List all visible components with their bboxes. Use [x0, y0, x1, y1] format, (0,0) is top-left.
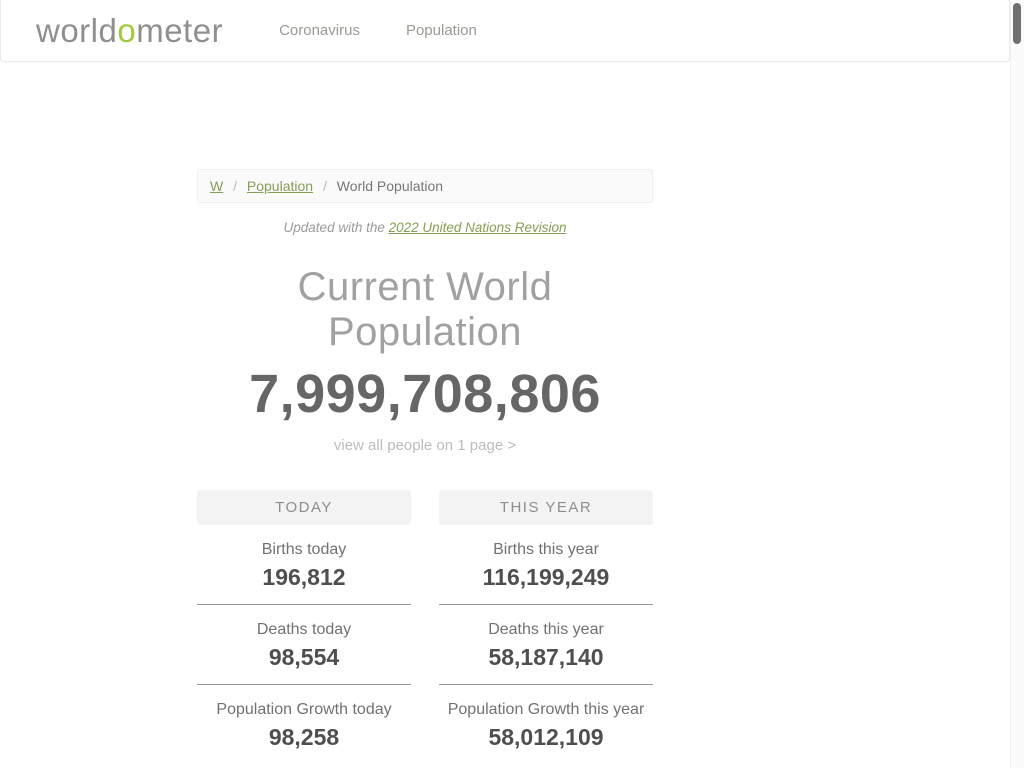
stat-label: Population Growth this year: [447, 701, 645, 718]
updated-note-text: Updated with the: [283, 220, 389, 235]
stat-label: Deaths today: [256, 621, 352, 638]
stat-label: Births this year: [493, 541, 599, 558]
stats-column-today: TODAY Births today 196,812 Deaths today …: [197, 490, 411, 764]
worldometer-logo[interactable]: worldometer: [36, 14, 223, 47]
nav-link-coronavirus[interactable]: Coronavirus: [279, 22, 360, 39]
un-revision-link[interactable]: 2022 United Nations Revision: [388, 220, 567, 235]
nav-link-population[interactable]: Population: [405, 22, 477, 39]
breadcrumb-separator: /: [233, 178, 237, 194]
stats-columns: TODAY Births today 196,812 Deaths today …: [197, 490, 653, 764]
site-header: worldometer Coronavirus Population: [0, 0, 1010, 62]
stat-deaths-this-year: Deaths this year 58,187,140: [439, 605, 653, 685]
logo-text-post: meter: [136, 12, 224, 49]
stat-growth-this-year: Population Growth this year 58,012,109: [439, 685, 653, 764]
stat-label: Deaths this year: [488, 621, 604, 638]
stat-value: 116,199,249: [482, 564, 610, 590]
updated-note: Updated with the 2022 United Nations Rev…: [197, 220, 653, 235]
stat-value: 58,012,109: [488, 724, 604, 750]
page-title: Current World Population: [297, 265, 553, 354]
column-header-this-year: THIS YEAR: [439, 490, 653, 525]
breadcrumb: W / Population / World Population: [197, 169, 653, 203]
stat-value: 98,258: [268, 724, 340, 750]
stat-births-this-year: Births this year 116,199,249: [439, 525, 653, 605]
stat-growth-today: Population Growth today 98,258: [197, 685, 411, 764]
world-population-counter: 7,999,708,806: [249, 364, 601, 424]
stat-value: 98,554: [268, 644, 340, 670]
stat-label: Population Growth today: [216, 701, 392, 718]
stat-value: 196,812: [262, 564, 346, 590]
stat-births-today: Births today 196,812: [197, 525, 411, 605]
column-header-today: TODAY: [197, 490, 411, 525]
stats-column-this-year: THIS YEAR Births this year 116,199,249 D…: [439, 490, 653, 764]
stat-label: Births today: [261, 541, 347, 558]
breadcrumb-link-home[interactable]: W: [210, 178, 224, 194]
logo-text-pre: world: [36, 12, 118, 49]
main-nav: Coronavirus Population: [279, 22, 477, 39]
page-scrollbar-thumb[interactable]: [1013, 3, 1021, 44]
page-scrollbar-track[interactable]: [1010, 0, 1024, 768]
stat-value: 58,187,140: [488, 644, 604, 670]
breadcrumb-separator: /: [322, 178, 327, 194]
breadcrumb-link-population[interactable]: Population: [246, 178, 314, 194]
main-content: W / Population / World Population Update…: [197, 169, 653, 768]
logo-accent-o: o: [117, 12, 137, 49]
breadcrumb-current-page: World Population: [336, 178, 444, 194]
view-all-people-link[interactable]: view all people on 1 page >: [333, 437, 517, 454]
stat-deaths-today: Deaths today 98,554: [197, 605, 411, 685]
